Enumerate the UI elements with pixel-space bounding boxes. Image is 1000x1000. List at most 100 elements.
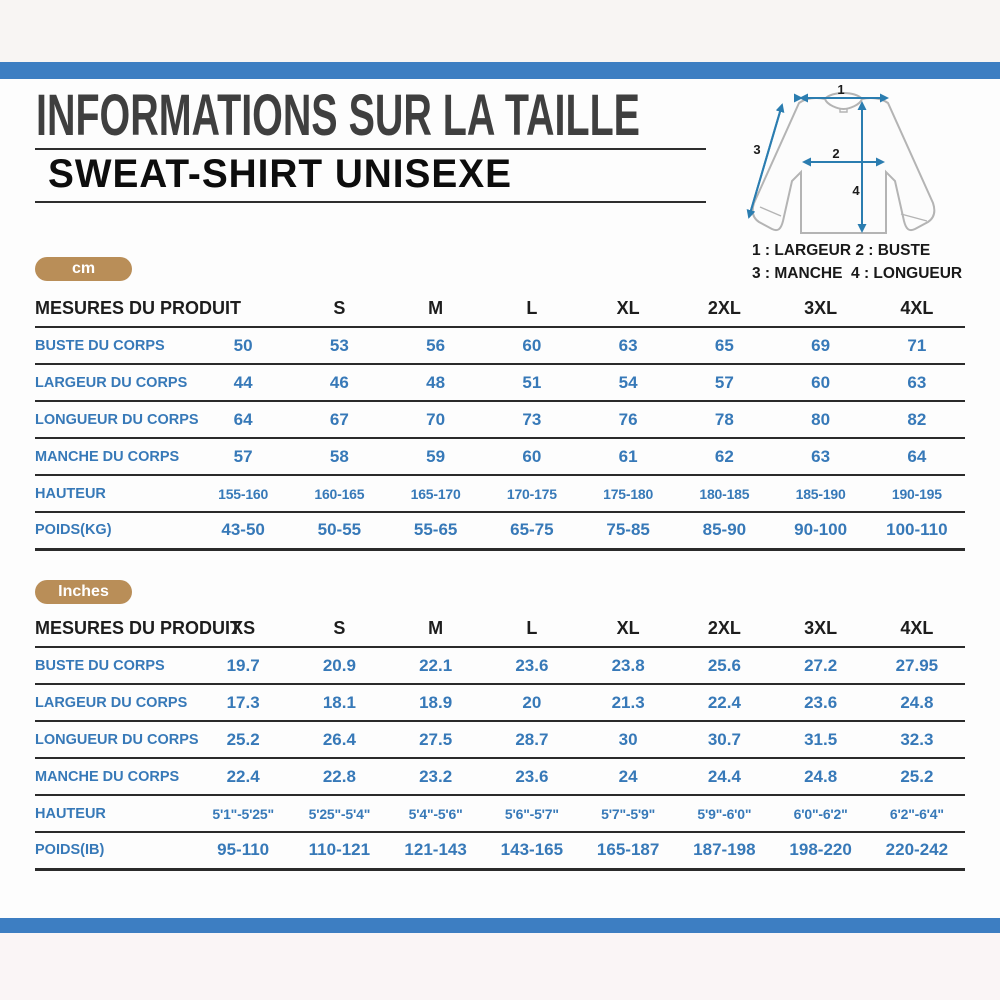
size-value: 63 — [907, 372, 927, 392]
size-value: 71 — [907, 335, 927, 355]
size-value: 185-190 — [795, 485, 846, 502]
row-label: LARGEUR DU CORPS — [35, 694, 188, 711]
top-blue-bar — [0, 62, 1000, 79]
size-column-header: M — [428, 298, 444, 318]
row-label: POIDS(KG) — [35, 522, 112, 539]
size-value: 20.9 — [322, 655, 356, 675]
row-label: HAUTEUR — [35, 485, 106, 502]
size-value: 143-165 — [500, 840, 564, 860]
size-value: 64 — [907, 446, 927, 466]
size-value: 63 — [618, 335, 638, 355]
size-column-header: M — [428, 618, 444, 638]
size-value: 19.7 — [226, 655, 260, 675]
inches-header-row: MESURES DU PRODUIT XS S M L XL 2XL 3XL 4XL — [35, 611, 965, 647]
size-column-header: 4XL — [900, 618, 934, 638]
size-value: 53 — [329, 335, 349, 355]
size-value: 5'6"-5'7" — [504, 805, 559, 822]
size-value: 69 — [811, 335, 831, 355]
table-header-label: MESURES DU PRODUIT — [35, 618, 242, 638]
size-value: 180-185 — [699, 485, 750, 502]
size-value: 56 — [426, 335, 446, 355]
table-row: POIDS(IB) 95-110 110-121 121-143 143-165 165-… — [35, 832, 965, 869]
size-value: 27.2 — [804, 655, 838, 675]
size-value: 64 — [233, 409, 253, 429]
size-value: 190-195 — [891, 485, 942, 502]
size-value: 58 — [329, 446, 349, 466]
size-value: 65-75 — [510, 520, 554, 540]
size-column-header: 2XL — [707, 618, 741, 638]
size-value: 18.1 — [322, 692, 356, 712]
size-value: 26.4 — [322, 729, 356, 749]
size-value: 50 — [233, 335, 253, 355]
size-value: 24.4 — [707, 766, 741, 786]
size-value: 160-165 — [314, 485, 365, 502]
size-value: 76 — [618, 409, 638, 429]
table-row: MANCHE DU CORPS 57 58 59 60 61 62 63 64 — [35, 438, 965, 475]
size-value: 61 — [618, 446, 638, 466]
diagram-legend: 1 : LARGEUR 2 : BUSTE 3 : MANCHE 4 : LON… — [752, 239, 962, 285]
size-column-header: 3XL — [804, 298, 838, 318]
marker-4-label: 4 — [852, 183, 860, 198]
size-column-header: 4XL — [900, 298, 934, 318]
size-value: 85-90 — [702, 520, 747, 540]
marker-1-label: 1 — [837, 82, 844, 97]
row-label: BUSTE DU CORPS — [35, 657, 165, 674]
size-column-header: S — [333, 298, 346, 318]
size-value: 54 — [618, 372, 638, 392]
size-value: 23.6 — [515, 766, 549, 786]
size-value: 25.6 — [707, 655, 741, 675]
size-column-header: L — [526, 298, 538, 318]
size-value: 31.5 — [804, 729, 838, 749]
size-value: 20 — [522, 692, 542, 712]
size-value: 32.3 — [900, 729, 934, 749]
size-value: 198-220 — [789, 840, 852, 860]
size-value: 6'0"-6'2" — [793, 805, 848, 822]
legend-line-1: 1 : LARGEUR 2 : BUSTE — [752, 242, 931, 259]
size-value: 59 — [426, 446, 446, 466]
table-row: LARGEUR DU CORPS 17.3 18.1 18.9 20 21.3 22.4 23… — [35, 684, 965, 721]
row-label: LONGUEUR DU CORPS — [35, 731, 199, 748]
size-value: 57 — [714, 372, 734, 392]
table-header-label: MESURES DU PRODUIT — [35, 298, 242, 318]
size-value: 70 — [426, 409, 446, 429]
size-value: 95-110 — [217, 840, 270, 860]
size-value: 5'1"-5'25" — [212, 805, 274, 822]
size-value: 220-242 — [885, 840, 949, 860]
product-subtitle: SWEAT-SHIRT UNISEXE — [48, 152, 512, 196]
cm-size-table: MESURES DU PRODUIT S M L XL 2XL 3XL 4XL BUSTE D… — [35, 291, 965, 551]
size-value: 27.5 — [419, 729, 453, 749]
size-value: 5'25"-5'4" — [308, 805, 371, 822]
size-value: 187-198 — [693, 840, 756, 860]
size-value: 23.6 — [804, 692, 838, 712]
size-value: 23.8 — [611, 655, 645, 675]
size-value: 50-55 — [317, 520, 362, 540]
size-value: 51 — [522, 372, 542, 392]
size-column-header: XL — [616, 298, 640, 318]
size-value: 21.3 — [611, 692, 645, 712]
unit-badge-inches: Inches — [35, 580, 132, 604]
unit-badge-cm: cm — [35, 257, 132, 281]
size-value: 44 — [233, 372, 253, 392]
bottom-band — [0, 933, 1000, 1000]
size-value: 24.8 — [804, 766, 838, 786]
size-value: 6'2"-6'4" — [889, 805, 944, 822]
top-band — [0, 0, 1000, 62]
size-value: 60 — [522, 446, 542, 466]
size-value: 80 — [811, 409, 831, 429]
row-label: LARGEUR DU CORPS — [35, 374, 188, 391]
size-value: 28.7 — [515, 729, 549, 749]
size-value: 17.3 — [226, 692, 260, 712]
size-value: 5'7"-5'9" — [601, 805, 656, 822]
size-value: 165-187 — [596, 840, 660, 860]
sleeve-arrow-tail — [748, 103, 785, 218]
size-value: 73 — [522, 409, 542, 429]
marker-3-label: 3 — [753, 142, 760, 157]
size-value: 175-180 — [603, 485, 654, 502]
table-row: BUSTE DU CORPS 19.7 20.9 22.1 23.6 23.8 25.6 27… — [35, 647, 965, 684]
size-value: 5'4"-5'6" — [408, 805, 463, 822]
size-value: 165-170 — [410, 485, 461, 502]
inches-size-table: MESURES DU PRODUIT XS S M L XL 2XL 3XL 4XL BUSTE… — [35, 611, 965, 871]
page-title: INFORMATIONS SUR LA TAILLE — [36, 83, 640, 148]
table-row: MANCHE DU CORPS 22.4 22.8 23.2 23.6 24 24.4 24.… — [35, 758, 965, 795]
size-column-header: L — [526, 618, 538, 638]
